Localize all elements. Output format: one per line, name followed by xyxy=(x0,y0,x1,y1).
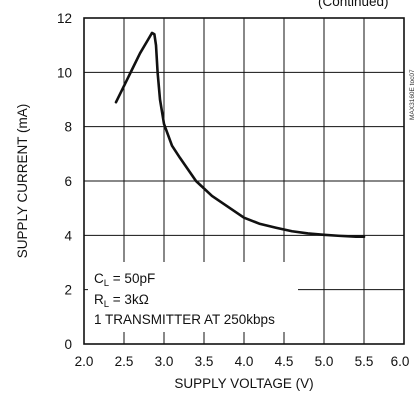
legend-line-cl: CL = 50pF xyxy=(94,271,155,289)
x-tick-labels: 2.0 2.5 3.0 3.5 4.0 4.5 5.0 5.5 6.0 xyxy=(75,354,410,369)
y-tick-labels: 0 2 4 6 8 10 12 xyxy=(57,11,73,352)
grid xyxy=(84,18,404,344)
y-tick-label: 0 xyxy=(64,337,72,352)
x-tick-label: 6.0 xyxy=(391,354,410,369)
legend-box-background xyxy=(88,262,298,332)
x-tick-label: 5.0 xyxy=(315,354,334,369)
y-tick-label: 4 xyxy=(64,228,72,243)
side-code: MAX3160E toc07 xyxy=(409,69,416,120)
y-tick-label: 10 xyxy=(57,65,72,80)
x-axis-title: SUPPLY VOLTAGE (V) xyxy=(174,376,313,391)
legend-box: CL = 50pF RL = 3kΩ 1 TRANSMITTER AT 250k… xyxy=(88,262,298,332)
x-tick-label: 2.5 xyxy=(115,354,134,369)
x-tick-label: 4.5 xyxy=(275,354,294,369)
y-tick-label: 2 xyxy=(64,283,72,298)
y-tick-label: 8 xyxy=(64,120,72,135)
x-tick-label: 3.5 xyxy=(195,354,214,369)
y-axis-title: SUPPLY CURRENT (mA) xyxy=(15,104,30,259)
legend-line-rl: RL = 3kΩ xyxy=(94,292,149,310)
y-tick-label: 12 xyxy=(57,11,72,26)
top-clip-text: (Continued) xyxy=(318,0,389,9)
x-tick-label: 3.0 xyxy=(155,354,174,369)
x-tick-label: 4.0 xyxy=(235,354,254,369)
series-line xyxy=(114,31,366,238)
legend-line-transmitter: 1 TRANSMITTER AT 250kbps xyxy=(94,312,275,327)
x-tick-label: 5.5 xyxy=(355,354,374,369)
x-tick-label: 2.0 xyxy=(75,354,94,369)
y-tick-label: 6 xyxy=(64,174,72,189)
plot-frame xyxy=(83,17,405,345)
